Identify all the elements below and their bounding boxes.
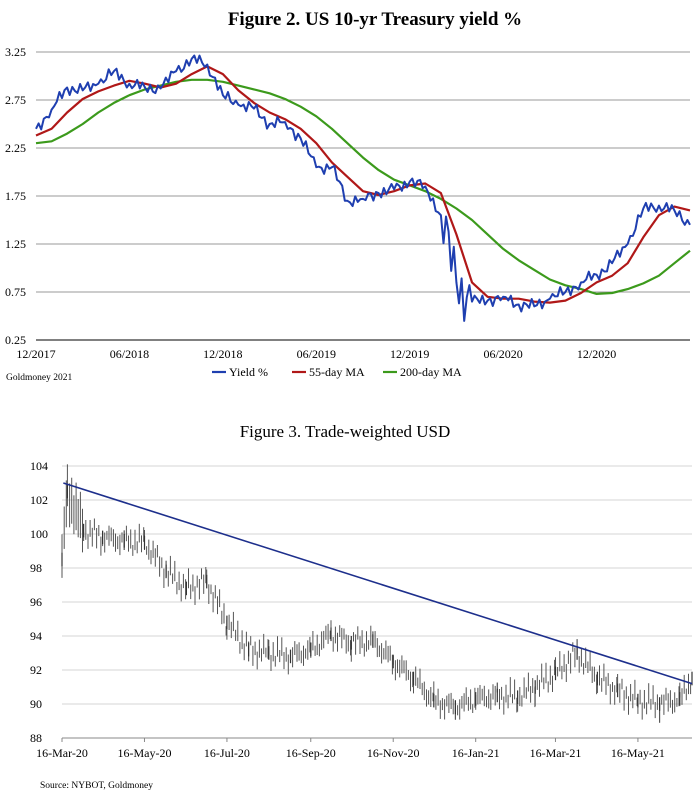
figure2-title: Figure 2. US 10-yr Treasury yield % bbox=[228, 9, 522, 30]
figure2-y-tick: 1.25 bbox=[5, 237, 26, 251]
figure2-series-yield-line bbox=[35, 54, 691, 322]
figure2-source: Goldmoney 2021 bbox=[6, 373, 72, 383]
figure3-trendline bbox=[63, 482, 693, 685]
figure2-y-tick: 2.75 bbox=[5, 93, 26, 107]
figure2-yield-chart: Figure 2. US 10-yr Treasury yield % 3.25… bbox=[5, 9, 691, 383]
figure3-y-tick: 98 bbox=[30, 561, 42, 575]
figure2-x-tick: 12/2018 bbox=[203, 347, 242, 361]
figure3-x-tick: 16-May-21 bbox=[611, 746, 665, 760]
figure3-y-tick: 90 bbox=[30, 697, 42, 711]
figure2-y-tick: 0.25 bbox=[5, 333, 26, 347]
figure3-x-tick: 16-Jul-20 bbox=[204, 746, 250, 760]
figure3-y-tick: 104 bbox=[30, 459, 48, 473]
figure3-title: Figure 3. Trade-weighted USD bbox=[240, 422, 451, 441]
figure3-y-tick: 102 bbox=[30, 493, 48, 507]
figure2-y-tick: 0.75 bbox=[5, 285, 26, 299]
figure2-x-tick: 06/2020 bbox=[483, 347, 522, 361]
figure3-x-tick: 16-Sep-20 bbox=[286, 746, 336, 760]
figure3-x-tick: 16-Mar-21 bbox=[530, 746, 582, 760]
figure2-y-tick: 3.25 bbox=[5, 45, 26, 59]
figure3-y-tick: 92 bbox=[30, 663, 42, 677]
figure3-x-tick: 16-Mar-20 bbox=[36, 746, 88, 760]
figure2-series-ma200-line bbox=[35, 78, 691, 295]
figure2-legend-label: Yield % bbox=[229, 365, 268, 379]
figure2-x-tick: 12/2019 bbox=[390, 347, 429, 361]
figure3-x-tick: 16-May-20 bbox=[117, 746, 171, 760]
figure2-x-tick: 06/2018 bbox=[110, 347, 149, 361]
figure2-legend-label: 200-day MA bbox=[400, 365, 462, 379]
figure2-y-tick: 2.25 bbox=[5, 141, 26, 155]
figure2-x-tick: 12/2017 bbox=[16, 347, 55, 361]
figure3-x-tick: 16-Jan-21 bbox=[452, 746, 500, 760]
figure2-legend: Yield % 55-day MA 200-day MA bbox=[212, 365, 462, 379]
figure3-usd-chart: Figure 3. Trade-weighted USD 104 102 100 98… bbox=[30, 422, 693, 791]
figure3-y-tick: 96 bbox=[30, 595, 42, 609]
figure3-x-tick: 16-Nov-20 bbox=[367, 746, 420, 760]
figure3-source: Source: NYBOT, Goldmoney bbox=[40, 781, 153, 791]
figure3-bars bbox=[61, 464, 693, 723]
figure2-series-ma55-line bbox=[35, 65, 691, 304]
figure2-x-tick: 12/2020 bbox=[577, 347, 616, 361]
figure3-y-tick: 88 bbox=[30, 731, 42, 745]
figure2-x-tick: 06/2019 bbox=[297, 347, 336, 361]
figure3-y-tick: 94 bbox=[30, 629, 42, 643]
figure3-y-tick: 100 bbox=[30, 527, 48, 541]
figure2-y-tick: 1.75 bbox=[5, 189, 26, 203]
figure2-legend-label: 55-day MA bbox=[309, 365, 365, 379]
